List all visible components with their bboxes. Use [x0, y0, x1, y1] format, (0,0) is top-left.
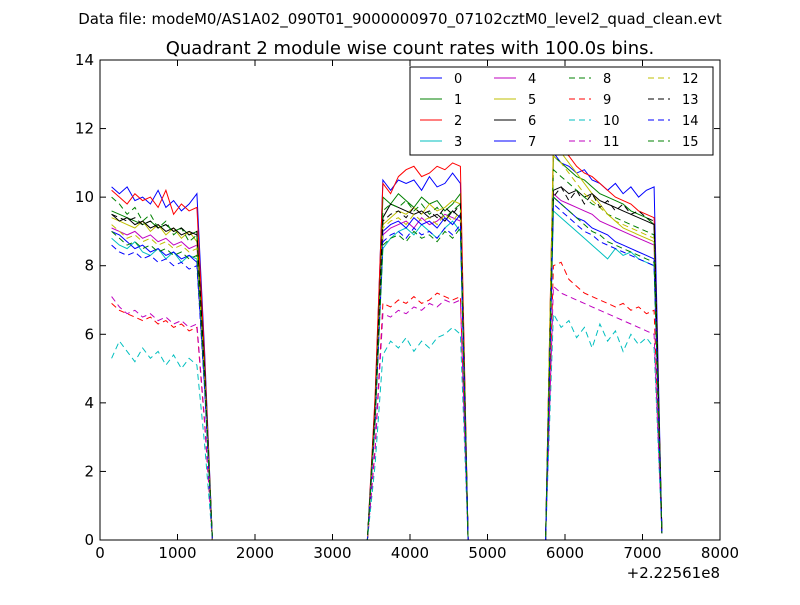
- legend-label-15: 15: [682, 135, 699, 150]
- x-tick-label: 2000: [236, 544, 274, 562]
- y-tick-label: 4: [84, 394, 94, 412]
- x-axis: 0 1000 2000 3000 4000 5000 6000 7000 8000: [95, 60, 739, 562]
- series-line-14: [111, 202, 663, 540]
- legend-label-13: 13: [682, 93, 699, 108]
- legend-label-9: 9: [603, 93, 611, 108]
- series-line-12: [111, 154, 663, 540]
- series-line-10: [111, 311, 663, 540]
- legend-label-1: 1: [454, 93, 462, 108]
- y-tick-label: 0: [84, 531, 94, 549]
- legend-label-12: 12: [682, 72, 699, 87]
- series-line-2: [111, 141, 663, 540]
- x-tick-label: 1000: [158, 544, 196, 562]
- y-tick-label: 12: [75, 120, 94, 138]
- suptitle: Data file: modeM0/AS1A02_090T01_90000009…: [78, 10, 722, 29]
- y-tick-label: 8: [84, 257, 94, 275]
- legend-label-7: 7: [528, 135, 536, 150]
- x-tick-label: 4000: [391, 544, 429, 562]
- legend-label-4: 4: [528, 72, 536, 87]
- legend-label-14: 14: [682, 114, 699, 129]
- x-offset-label: +2.22561e8: [627, 564, 720, 582]
- x-tick-label: 8000: [701, 544, 739, 562]
- y-tick-label: 14: [75, 51, 94, 69]
- legend-label-6: 6: [528, 114, 536, 129]
- chart-title: Quadrant 2 module wise count rates with …: [166, 38, 655, 59]
- legend-label-8: 8: [603, 72, 611, 87]
- plot-area: 0 1000 2000 3000 4000 5000 6000 7000 8000 0 2 4 6 8 1…: [75, 51, 739, 562]
- series-layer: [111, 141, 663, 540]
- legend-box: [409, 66, 714, 156]
- series-line-15: [111, 196, 663, 540]
- legend-label-3: 3: [454, 135, 462, 150]
- x-tick-label: 5000: [468, 544, 506, 562]
- y-tick-label: 6: [84, 325, 94, 343]
- x-tick-label: 7000: [623, 544, 661, 562]
- legend-label-2: 2: [454, 114, 462, 129]
- x-tick-label: 6000: [546, 544, 584, 562]
- legend-label-0: 0: [454, 72, 462, 87]
- legend-label-10: 10: [603, 114, 620, 129]
- y-tick-label: 10: [75, 188, 94, 206]
- legend-label-5: 5: [528, 93, 536, 108]
- y-tick-label: 2: [84, 462, 94, 480]
- legend-label-11: 11: [603, 135, 620, 150]
- x-tick-label: 0: [95, 544, 105, 562]
- x-tick-label: 3000: [313, 544, 351, 562]
